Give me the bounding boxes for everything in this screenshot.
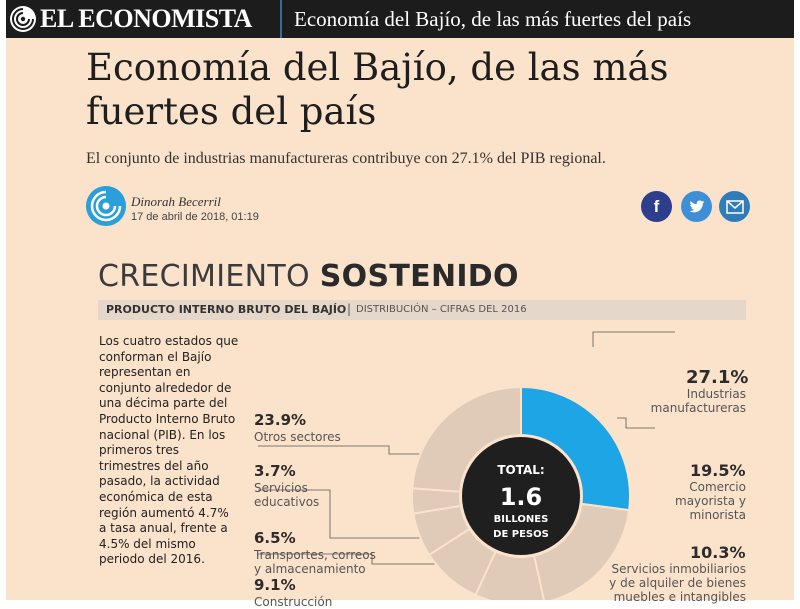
logo-text: EL ECONOMISTA [40, 4, 252, 33]
band-separator: | [347, 302, 352, 316]
donut-slices [411, 385, 631, 600]
slice-manufacturing [520, 385, 631, 512]
label-pct-realestate: 10.3% [690, 543, 746, 562]
article-subheadline: El conjunto de industrias manufactureras… [86, 150, 606, 167]
email-share-button[interactable] [719, 191, 750, 222]
label-name-others: Otros sectores [254, 430, 341, 444]
center-label: TOTAL: [497, 463, 544, 477]
label-pct-transport: 6.5% [254, 529, 296, 547]
header-article-title: Economía del Bajío, de las más fuertes d… [294, 6, 692, 31]
label-name-construction: Construcción [254, 595, 333, 609]
donut-center [462, 437, 580, 555]
infographic-title-bold: SOSTENIDO [319, 259, 519, 294]
infographic-subtitle-band: PRODUCTO INTERNO BRUTO DEL BAJÍO | DISTR… [98, 300, 746, 320]
leader-line-education [258, 489, 426, 539]
header-divider [280, 0, 282, 38]
slice-others [411, 385, 522, 493]
label-name-manufacturing: Industrias manufactureras [650, 387, 746, 415]
center-unit-line1: BILLONES [494, 514, 549, 525]
author-name[interactable]: Dinorah Becerril [131, 194, 221, 209]
label-pct-others: 23.9% [254, 411, 307, 429]
email-icon [725, 199, 744, 214]
label-name-education: Servicios educativos [254, 481, 320, 509]
site-header: EL ECONOMISTA Economía del Bajío, de las… [6, 0, 794, 38]
infographic: CRECIMIENTO SOSTENIDO PRODUCTO INTERNO B… [90, 253, 750, 609]
facebook-share-button[interactable]: f [641, 191, 672, 222]
center-value: 1.6 [500, 483, 543, 511]
label-name-commerce: Comercio mayorista y minorista [675, 480, 746, 522]
donut-chart: TOTAL: 1.6 BILLONES DE PESOS [258, 331, 675, 600]
article-date: 17 de abril de 2018, 01:19 [131, 211, 259, 223]
leader-line-transport [258, 553, 436, 565]
label-pct-construction: 9.1% [254, 576, 296, 594]
article-headline: Economía del Bajío, de las más fuertes d… [86, 46, 669, 133]
label-name-realestate: Servicios inmobiliarios y de alquiler de… [609, 562, 746, 604]
band-sub-text: DISTRIBUCIÓN – CIFRAS DEL 2016 [356, 304, 527, 315]
label-pct-manufacturing: 27.1% [686, 367, 749, 388]
article-container: Economía del Bajío, de las más fuertes d… [6, 38, 794, 609]
twitter-icon [689, 199, 704, 212]
logo-swirl-icon [10, 6, 36, 32]
twitter-share-button[interactable] [681, 191, 712, 222]
center-unit-line2: DE PESOS [493, 529, 549, 540]
label-pct-education: 3.7% [254, 462, 296, 480]
author-avatar[interactable] [86, 186, 126, 226]
leader-line-commerce [617, 417, 655, 429]
band-main-text: PRODUCTO INTERNO BRUTO DEL BAJÍO [106, 303, 347, 316]
label-name-transport: Transportes, correos y almacenamiento [254, 548, 376, 576]
infographic-body-text: Los cuatro estados que conforman el Bají… [99, 334, 239, 567]
infographic-title-light: CRECIMIENTO [98, 259, 310, 294]
leader-line-manufacturing [592, 331, 675, 347]
facebook-icon: f [653, 196, 660, 216]
infographic-title: CRECIMIENTO SOSTENIDO [98, 259, 519, 294]
avatar-swirl-icon [86, 186, 126, 226]
label-pct-commerce: 19.5% [690, 461, 746, 480]
slice-commerce [532, 502, 631, 600]
site-logo[interactable]: EL ECONOMISTA [6, 0, 280, 38]
